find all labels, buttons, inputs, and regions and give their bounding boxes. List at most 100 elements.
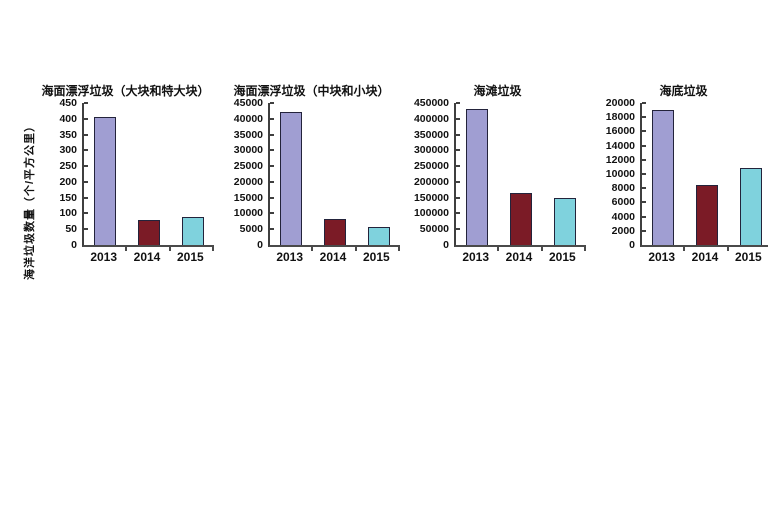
y-tick-label: 6000 (611, 196, 635, 209)
y-tick-label: 450 (59, 97, 77, 109)
y-tick-label: 400000 (413, 112, 449, 125)
y-tick-mark (84, 180, 88, 183)
bar-2015 (368, 226, 391, 245)
y-tick-label: 16000 (605, 125, 635, 138)
x-tick-label: 2013 (276, 250, 304, 264)
x-tick-mark (540, 247, 543, 251)
y-tick-label: 14000 (605, 139, 635, 152)
y-tick-mark (84, 212, 88, 215)
y-tick-mark (642, 173, 646, 175)
plot-region (640, 102, 768, 251)
y-axis-tick-labels: 20000 18000 16000 14000 12000 10000 8000 6000 40… (595, 97, 640, 251)
chart-plot-area: 45000 40000 35000 30000 25000 20000 15000 10000… (223, 97, 400, 251)
x-tick-mark (683, 247, 686, 251)
y-tick-mark (84, 196, 88, 199)
y-tick-mark (456, 180, 460, 183)
x-axis-labels: 2013 2014 2015 (454, 245, 584, 264)
y-tick-label: 5000 (239, 223, 263, 236)
y-tick-mark (270, 133, 274, 136)
x-axis-labels: 2013 2014 2015 (268, 245, 398, 264)
y-tick-label: 350000 (413, 128, 449, 141)
y-tick-label: 100 (59, 207, 77, 220)
y-tick-mark (642, 229, 646, 232)
y-tick-mark (270, 102, 274, 104)
y-axis-tick-labels: 45000 40000 35000 30000 25000 20000 15000 10000… (223, 97, 268, 251)
x-tick-label: 2014 (505, 250, 533, 264)
x-tick-mark (497, 247, 500, 251)
bar-2014 (510, 192, 532, 245)
y-tick-label: 45000 (233, 97, 263, 109)
y-tick-label: 300000 (413, 144, 449, 157)
y-tick-mark (456, 228, 460, 231)
y-tick-mark (456, 133, 460, 136)
bar-2013 (93, 117, 116, 245)
y-tick-mark (642, 158, 646, 161)
chart-3: 海滩垃圾 450000 400000 350000 300000 250000 200000… (409, 56, 586, 264)
y-tick-mark (84, 228, 88, 231)
x-tick-mark (584, 247, 586, 251)
bar-2013 (651, 110, 674, 245)
y-tick-label: 10000 (605, 168, 635, 180)
y-tick-mark (270, 165, 274, 168)
y-tick-mark (642, 116, 646, 119)
y-tick-mark (84, 149, 88, 152)
y-tick-mark (456, 102, 460, 104)
plot-region (454, 102, 586, 251)
y-tick-label: 40000 (233, 112, 263, 125)
bar-2013 (465, 109, 488, 245)
chart-plot-area: 450 400 350 300 250 200 150 100 50 0 (37, 97, 214, 251)
x-tick-label: 2014 (691, 250, 719, 264)
y-tick-label: 450000 (413, 97, 449, 109)
y-tick-label: 20000 (233, 175, 263, 188)
chart-plot-area: 450000 400000 350000 300000 250000 200000 1500… (409, 97, 586, 251)
y-tick-label: 18000 (605, 111, 635, 124)
y-axis-tick-labels: 450000 400000 350000 300000 250000 200000 1500… (409, 97, 454, 251)
bar-2014 (696, 185, 718, 245)
y-tick-mark (456, 212, 460, 215)
y-tick-mark (270, 212, 274, 215)
x-tick-mark (212, 247, 214, 251)
y-tick-mark (84, 165, 88, 168)
y-tick-mark (642, 130, 646, 133)
y-tick-label: 350 (59, 128, 77, 141)
y-tick-mark (456, 149, 460, 152)
x-tick-label: 2013 (90, 250, 118, 264)
chart-2: 海面漂浮垃圾（中块和小块） 45000 40000 35000 30000 25000 20… (223, 56, 400, 264)
y-tick-label: 400 (59, 112, 77, 125)
y-tick-label: 35000 (233, 128, 263, 141)
chart-title: 海滩垃圾 (473, 84, 522, 98)
x-tick-label: 2015 (548, 250, 576, 264)
y-tick-mark (642, 201, 646, 204)
y-tick-label: 100000 (413, 207, 449, 220)
bar-2015 (182, 217, 205, 245)
bar-2015 (554, 197, 577, 245)
y-axis-label-wrap: 海洋垃圾数量（个/平方公里） (20, 94, 37, 306)
y-tick-label: 30000 (233, 144, 263, 157)
y-tick-label: 2000 (611, 224, 635, 237)
bar-2015 (740, 167, 763, 245)
y-tick-label: 12000 (605, 153, 635, 166)
chart-4: 海底垃圾 20000 18000 16000 14000 12000 10000 8000 60… (595, 56, 768, 264)
x-axis-labels: 2013 2014 2015 (82, 245, 212, 264)
y-tick-label: 200000 (413, 175, 449, 188)
x-tick-mark (726, 247, 729, 251)
x-tick-label: 2013 (648, 250, 676, 264)
y-tick-mark (456, 165, 460, 168)
chart-plot-area: 20000 18000 16000 14000 12000 10000 8000 6000 40… (595, 97, 768, 251)
x-tick-label: 2013 (462, 250, 490, 264)
y-tick-label: 15000 (233, 191, 263, 204)
y-tick-label: 25000 (233, 160, 263, 173)
y-tick-label: 250 (59, 160, 77, 173)
y-tick-label: 150000 (413, 191, 449, 204)
y-tick-mark (456, 196, 460, 199)
y-tick-mark (642, 144, 646, 147)
x-tick-mark (125, 247, 128, 251)
y-tick-label: 0 (443, 239, 449, 251)
x-tick-mark (168, 247, 171, 251)
y-tick-mark (270, 117, 274, 120)
chart-title: 海面漂浮垃圾（大块和特大块） (41, 84, 210, 98)
y-tick-mark (642, 102, 646, 104)
y-tick-mark (642, 215, 646, 218)
plot-region (268, 102, 400, 251)
y-axis-label: 海洋垃圾数量（个/平方公里） (23, 119, 36, 281)
